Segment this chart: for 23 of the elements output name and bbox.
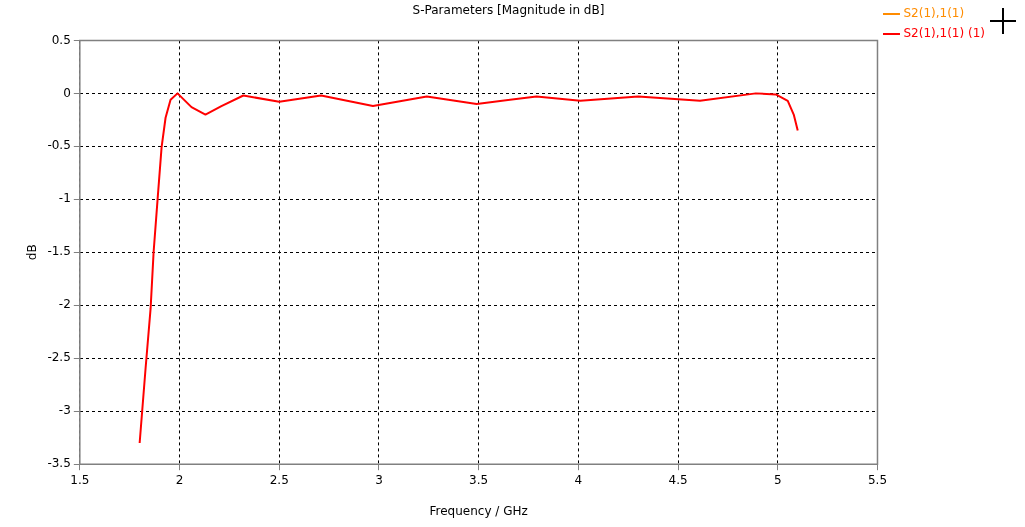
- legend-label: S2(1),1(1): [903, 6, 965, 21]
- x-tick-label: 5.5: [867, 472, 888, 487]
- y-axis-title: dB: [25, 244, 40, 261]
- x-axis-title: Frequency / GHz: [429, 503, 528, 518]
- y-tick-label: 0.5: [51, 32, 71, 47]
- y-tick-label: -2.5: [47, 350, 71, 365]
- x-tick-label: 3: [375, 472, 383, 487]
- x-tick-label: 3.5: [469, 472, 489, 487]
- y-tick-label: 0: [63, 85, 71, 100]
- chart-title: S-Parameters [Magnitude in dB]: [412, 3, 605, 18]
- x-tick-label: 2: [175, 472, 184, 487]
- legend-label: S2(1),1(1) (1): [903, 26, 986, 41]
- y-tick-label: -3: [58, 403, 71, 418]
- y-tick-label: -2: [58, 297, 71, 312]
- y-tick-label: -3.5: [47, 456, 71, 471]
- x-tick-label: 5: [773, 472, 782, 487]
- y-tick-label: -1: [58, 191, 71, 206]
- y-tick-label: -1.5: [47, 244, 71, 259]
- y-tick-label: -0.5: [47, 138, 71, 153]
- x-tick-label: 4.5: [668, 472, 688, 487]
- x-tick-label: 4: [574, 472, 583, 487]
- x-tick-label: 2.5: [269, 472, 289, 487]
- x-tick-label: 1.5: [70, 472, 90, 487]
